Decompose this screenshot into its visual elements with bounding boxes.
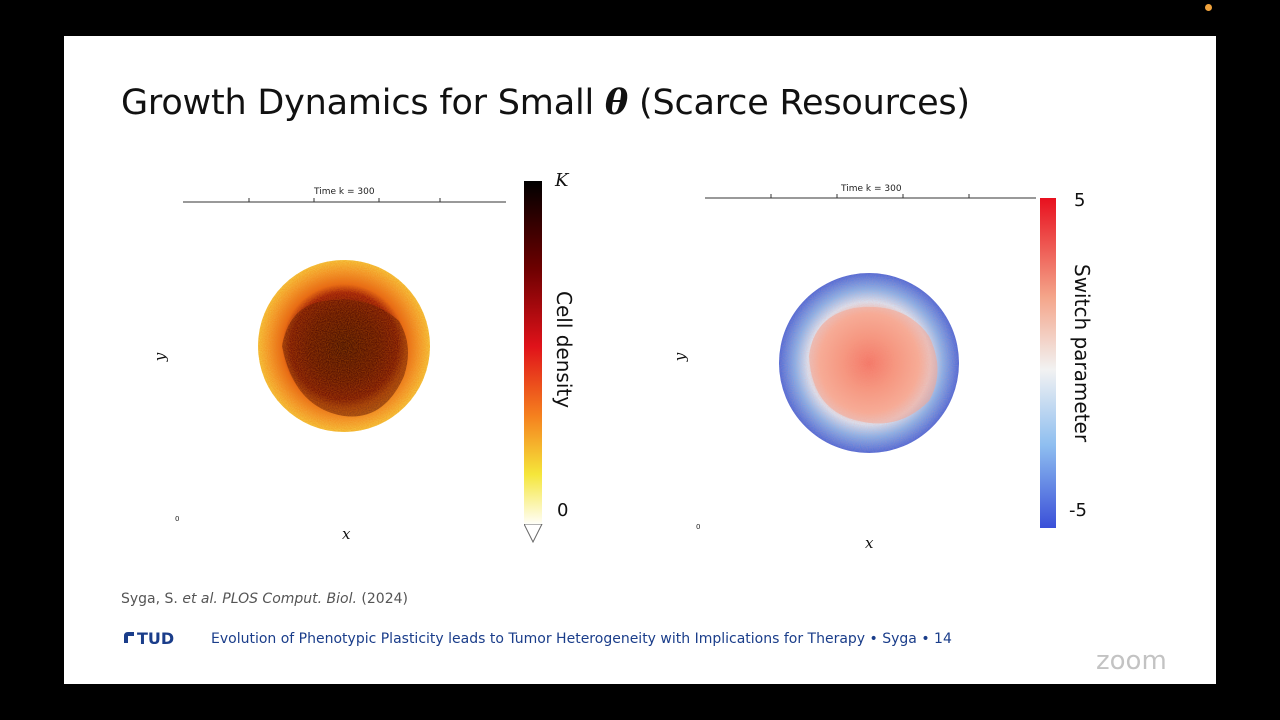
left-colorbar-min: 0 (557, 500, 569, 521)
tud-logo-icon (124, 632, 134, 643)
citation: Syga, S. et al. PLOS Comput. Biol. (2024… (121, 591, 408, 607)
citation-year: (2024) (356, 591, 408, 607)
right-xlabel: x (865, 534, 874, 552)
left-colorbar-max: K (555, 170, 569, 191)
zoom-watermark: zoom (1096, 646, 1167, 676)
cell-density-figure: Time k = 300 y x 0 (151, 176, 584, 556)
right-plot-title: Time k = 300 (841, 184, 902, 194)
title-suffix: (Scarce Resources) (628, 83, 970, 123)
switch-parameter-plot (705, 194, 1036, 453)
citation-author: Syga, S. (121, 591, 183, 607)
left-origin-tick: 0 (175, 515, 180, 523)
left-xlabel: x (342, 525, 351, 543)
recording-indicator-icon (1205, 4, 1212, 11)
switch-parameter-figure: Time k = 300 y x 0 (671, 176, 1104, 566)
slide: Growth Dynamics for Small θ (Scarce Reso… (64, 36, 1216, 684)
title-theta-symbol: θ (604, 82, 629, 123)
tud-logo-text: TUD (137, 629, 175, 648)
slide-title: Growth Dynamics for Small θ (Scarce Reso… (121, 82, 970, 123)
left-ylabel: y (151, 352, 170, 362)
cell-density-colorbar (524, 181, 542, 526)
title-prefix: Growth Dynamics for Small (121, 83, 605, 123)
right-ylabel: y (671, 352, 690, 362)
right-origin-tick: 0 (696, 523, 701, 531)
tud-logo: TUD (121, 629, 174, 648)
left-plot-title: Time k = 300 (314, 187, 375, 197)
citation-journal: PLOS Comput. Biol. (217, 591, 357, 607)
citation-etal: et al. (182, 591, 218, 607)
right-colorbar-max: 5 (1074, 190, 1086, 211)
right-colorbar-label: Switch parameter (1070, 264, 1094, 443)
colorbar-extend-arrow (524, 524, 543, 544)
footer-text: Evolution of Phenotypic Plasticity leads… (211, 631, 952, 647)
right-colorbar-min: -5 (1069, 500, 1087, 521)
left-colorbar-label: Cell density (552, 291, 576, 409)
switch-parameter-colorbar (1040, 198, 1056, 528)
cell-density-plot (183, 198, 506, 432)
